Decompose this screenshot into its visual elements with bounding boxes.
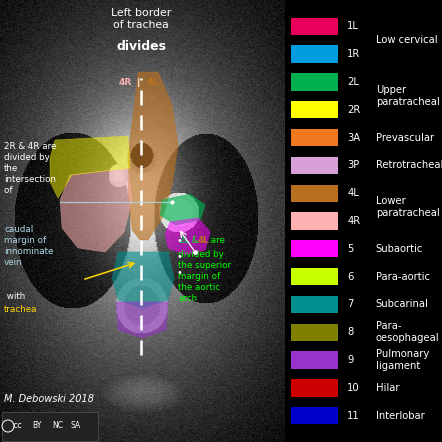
Text: 2L: 2L (347, 77, 359, 87)
Text: cc: cc (12, 422, 22, 431)
Text: 10: 10 (347, 383, 360, 393)
Bar (290, 407, 338, 424)
Text: Interlobar: Interlobar (376, 411, 424, 421)
Text: 4R: 4R (119, 78, 132, 87)
Text: 9: 9 (347, 355, 354, 365)
Polygon shape (160, 194, 205, 225)
Text: •: • (176, 252, 182, 262)
Polygon shape (112, 252, 174, 308)
Bar (290, 73, 338, 91)
Text: are: are (208, 236, 225, 245)
Polygon shape (128, 72, 178, 240)
Text: BY: BY (32, 422, 42, 431)
Text: with: with (4, 292, 25, 301)
Bar (290, 351, 338, 369)
Text: •: • (176, 236, 182, 246)
Bar (290, 240, 338, 257)
Text: 1L: 1L (347, 21, 359, 31)
Text: 3A: 3A (347, 133, 360, 143)
Text: divides: divides (116, 40, 166, 53)
Text: Left border
of trachea: Left border of trachea (111, 8, 171, 30)
Bar (290, 379, 338, 396)
Text: 3P: 3P (347, 160, 360, 170)
Text: 2R & 4R are
divided by
the
intersection
of: 2R & 4R are divided by the intersection … (4, 142, 57, 195)
Text: 7: 7 (347, 299, 354, 309)
Bar (290, 129, 338, 146)
Text: &: & (189, 236, 202, 245)
Polygon shape (60, 168, 132, 252)
Text: 6: 6 (347, 272, 354, 282)
Bar (290, 324, 338, 341)
Bar (290, 296, 338, 313)
Text: 2R: 2R (347, 105, 361, 115)
Text: caudal
margin of
innominate
vein: caudal margin of innominate vein (4, 225, 53, 267)
Text: NC: NC (52, 422, 63, 431)
Bar (290, 212, 338, 230)
Text: Subcarinal: Subcarinal (376, 299, 429, 309)
Text: 4L: 4L (146, 78, 158, 87)
Bar (290, 268, 338, 285)
Text: 11: 11 (347, 411, 360, 421)
Text: M. Debowski 2018: M. Debowski 2018 (4, 394, 94, 404)
Text: 4L: 4L (197, 236, 209, 245)
Polygon shape (116, 302, 168, 338)
Bar (290, 101, 338, 118)
Text: Subaortic: Subaortic (376, 244, 423, 254)
Text: trachea: trachea (4, 305, 38, 314)
Text: Low cervical: Low cervical (376, 35, 437, 45)
Text: SA: SA (70, 422, 80, 431)
Text: Hilar: Hilar (376, 383, 399, 393)
Text: 8: 8 (347, 327, 354, 337)
Bar (290, 185, 338, 202)
Text: |: | (134, 78, 144, 87)
Text: divided by
the superior
margin of
the aortic
arch: divided by the superior margin of the ao… (178, 250, 231, 303)
Text: 5: 5 (347, 244, 354, 254)
Text: Retrotracheal: Retrotracheal (376, 160, 442, 170)
Text: Upper
paratracheal: Upper paratracheal (376, 85, 439, 107)
Text: Lower
paratracheal: Lower paratracheal (376, 196, 439, 218)
FancyBboxPatch shape (1, 412, 98, 441)
Polygon shape (50, 136, 130, 198)
Bar (290, 157, 338, 174)
Bar (290, 18, 338, 35)
Text: Para-aortic: Para-aortic (376, 272, 430, 282)
Polygon shape (165, 218, 210, 255)
Text: 4L: 4L (347, 188, 359, 198)
Text: •: • (176, 268, 182, 278)
Text: Prevascular: Prevascular (376, 133, 434, 143)
Text: Para-
oesophageal: Para- oesophageal (376, 321, 439, 343)
Text: 4R: 4R (347, 216, 360, 226)
Bar (290, 46, 338, 63)
Text: 1R: 1R (347, 49, 361, 59)
Text: 2L: 2L (178, 236, 190, 245)
Text: Pulmonary
ligament: Pulmonary ligament (376, 349, 429, 371)
